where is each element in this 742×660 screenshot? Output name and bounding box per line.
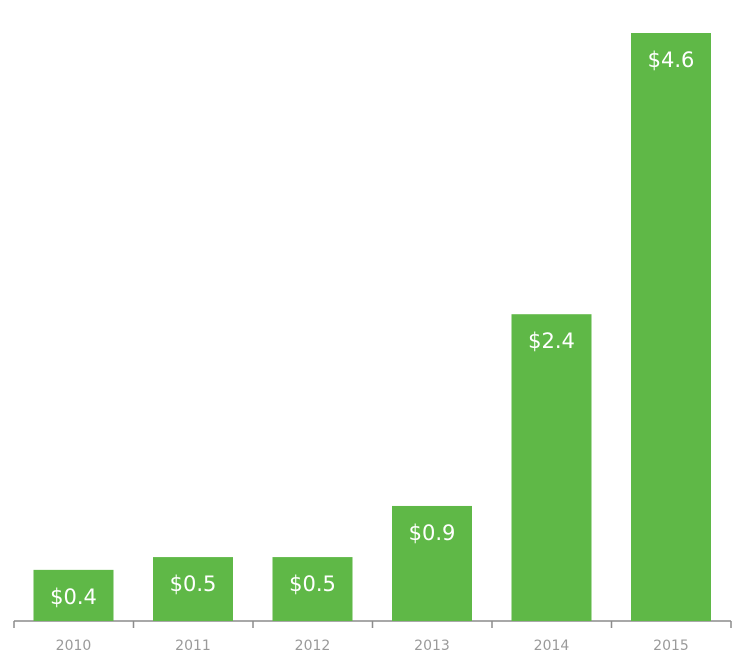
x-tick-label-2010: 2010 (56, 638, 92, 654)
x-tick-label-2012: 2012 (295, 638, 331, 654)
bar-2013 (392, 505, 472, 621)
x-tick-label-2015: 2015 (653, 638, 689, 654)
data-label-2015: $4.6 (648, 48, 695, 72)
x-axis-ticks (13, 621, 732, 628)
x-tick-labels: 2010 2011 2012 2013 2014 2015 (56, 638, 689, 654)
bar-2011 (153, 557, 233, 621)
x-tick-label-2013: 2013 (414, 638, 450, 654)
bar-2010 (33, 569, 114, 621)
x-tick-label-2014: 2014 (534, 638, 570, 654)
data-label-2013: $0.9 (409, 521, 456, 545)
bar-2014 (511, 314, 592, 621)
data-label-2012: $0.5 (289, 572, 336, 596)
x-tick-label-2011: 2011 (175, 638, 211, 654)
bars (33, 33, 711, 621)
data-labels: $0.4 $0.5 $0.5 $0.9 $2.4 $4.6 (50, 48, 694, 609)
data-label-2010: $0.4 (50, 585, 97, 609)
data-label-2014: $2.4 (528, 329, 575, 353)
bar-2015 (631, 33, 711, 621)
bar-2012 (272, 557, 353, 621)
data-label-2011: $0.5 (170, 572, 217, 596)
